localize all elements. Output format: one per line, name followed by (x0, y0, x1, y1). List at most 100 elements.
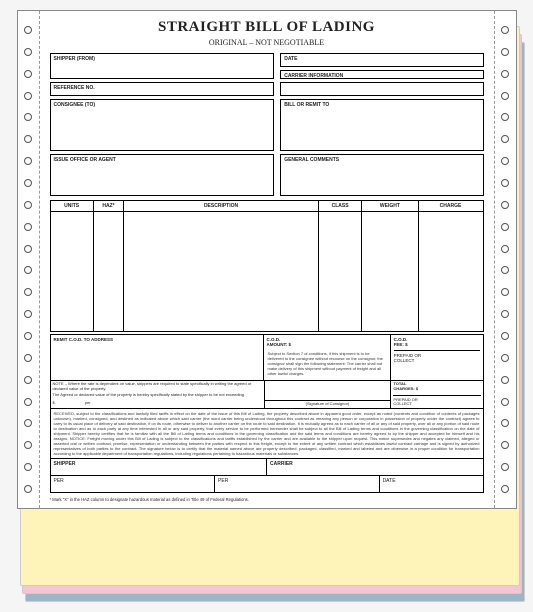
tractor-hole (24, 26, 32, 34)
tractor-hole (501, 485, 509, 493)
general-comments-box: GENERAL COMMENTS (280, 154, 483, 196)
sig-carrier: CARRIER (267, 459, 483, 475)
tractor-hole (24, 266, 32, 274)
tractor-hole (24, 332, 32, 340)
tractor-hole (24, 485, 32, 493)
tractor-hole (24, 419, 32, 427)
tractor-hole (24, 92, 32, 100)
total-charges-label: TOTAL CHARGES: $ (393, 382, 480, 392)
received-text: RECEIVED, subject to the classifications… (50, 409, 484, 459)
cod-fee-cell: C.O.D. FEE: $ PREPAID OR COLLECT (391, 335, 483, 380)
col-weight: WEIGHT (362, 201, 418, 212)
tractor-hole (24, 135, 32, 143)
paper-stack: STRAIGHT BILL OF LADING ORIGINAL – NOT N… (17, 10, 517, 509)
tractor-hole (24, 179, 32, 187)
items-header-row: UNITS HAZ* DESCRIPTION CLASS WEIGHT CHAR… (50, 201, 483, 212)
tractor-hole (501, 419, 509, 427)
tractor-hole (501, 201, 509, 209)
form-page: STRAIGHT BILL OF LADING ORIGINAL – NOT N… (17, 10, 517, 509)
col-class: CLASS (318, 201, 361, 212)
tractor-hole (24, 157, 32, 165)
tractor-hole (24, 354, 32, 362)
tractor-strip-left (18, 11, 40, 508)
tractor-hole (24, 113, 32, 121)
tractor-hole (501, 26, 509, 34)
per-2: PER (215, 476, 380, 492)
note-line: NOTE – Where the rate is dependent on va… (53, 382, 262, 392)
tractor-hole (501, 398, 509, 406)
general-comments-label: GENERAL COMMENTS (284, 157, 479, 163)
remit-cod-cell: REMIT C.O.D. TO ADDRESS (51, 335, 264, 380)
reference-box: REFERENCE NO. (50, 82, 275, 96)
tractor-hole (24, 245, 32, 253)
issue-office-box: ISSUE OFFICE OR AGENT (50, 154, 275, 196)
consignee-box: CONSIGNEE (TO) (50, 99, 275, 151)
consignee-label: CONSIGNEE (TO) (54, 102, 271, 108)
tractor-hole (501, 48, 509, 56)
issue-office-label: ISSUE OFFICE OR AGENT (54, 157, 271, 163)
agreed-line: The Agreed or declared value of the prop… (53, 393, 262, 398)
haz-footnote: * Mark "X" in the HAZ column to designat… (50, 495, 484, 502)
sig-consignor: (Signature of Consignor) (265, 400, 391, 407)
items-table: UNITS HAZ* DESCRIPTION CLASS WEIGHT CHAR… (50, 200, 484, 332)
tractor-hole (24, 201, 32, 209)
tractor-hole (501, 223, 509, 231)
prepaid-collect-2: PREPAID OR COLLECT (393, 395, 480, 408)
date-label: DATE (284, 56, 479, 62)
col-description: DESCRIPTION (124, 201, 319, 212)
cell-charge (418, 212, 483, 332)
date-box: DATE (280, 53, 483, 67)
tractor-hole (24, 441, 32, 449)
tractor-hole (501, 92, 509, 100)
signature-row: SHIPPER CARRIER (50, 459, 484, 476)
tractor-hole (501, 441, 509, 449)
remit-cod-label: REMIT C.O.D. TO ADDRESS (54, 337, 260, 342)
items-body-row (50, 212, 483, 332)
tractor-hole (501, 157, 509, 165)
cod-amount-label: C.O.D. AMOUNT: $ (267, 337, 387, 347)
per-1: PER (51, 476, 216, 492)
tractor-hole (501, 376, 509, 384)
per-label: per (85, 401, 91, 406)
cod-fee-label: C.O.D. FEE: $ (394, 337, 480, 347)
cell-haz (93, 212, 123, 332)
cell-weight (362, 212, 418, 332)
carrier-ext-box (280, 82, 483, 96)
prepaid-collect-1: PREPAID OR COLLECT (394, 350, 480, 363)
tractor-strip-right (494, 11, 516, 508)
per-date: DATE (380, 476, 483, 492)
bill-remit-box: BILL OR REMIT TO (280, 99, 483, 151)
col-charge: CHARGE (418, 201, 483, 212)
tractor-hole (24, 223, 32, 231)
dollar-sign: $ (53, 401, 55, 406)
cell-units (50, 212, 93, 332)
reference-label: REFERENCE NO. (54, 85, 271, 91)
col-haz: HAZ* (93, 201, 123, 212)
note-row: NOTE – Where the rate is dependent on va… (50, 381, 484, 409)
tractor-hole (24, 463, 32, 471)
per-row: PER PER DATE (50, 476, 484, 493)
cod-amount-cell: C.O.D. AMOUNT: $ Subject to Section 7 of… (264, 335, 391, 380)
tractor-hole (24, 398, 32, 406)
sig-shipper: SHIPPER (51, 459, 268, 475)
tractor-hole (501, 135, 509, 143)
tractor-hole (24, 48, 32, 56)
carrier-box: CARRIER INFORMATION (280, 70, 483, 79)
tractor-hole (501, 245, 509, 253)
cell-description (124, 212, 319, 332)
tractor-hole (501, 354, 509, 362)
shipper-box: SHIPPER (FROM) (50, 53, 275, 79)
col-units: UNITS (50, 201, 93, 212)
cod-row: REMIT C.O.D. TO ADDRESS C.O.D. AMOUNT: $… (50, 334, 484, 381)
form-subtitle: ORIGINAL – NOT NEGOTIABLE (50, 38, 484, 47)
tractor-hole (501, 310, 509, 318)
tractor-hole (501, 463, 509, 471)
form-title: STRAIGHT BILL OF LADING (50, 19, 484, 36)
tractor-hole (501, 70, 509, 78)
form-body: STRAIGHT BILL OF LADING ORIGINAL – NOT N… (40, 11, 494, 508)
tractor-hole (24, 376, 32, 384)
tractor-hole (24, 70, 32, 78)
tractor-hole (501, 266, 509, 274)
carrier-label: CARRIER INFORMATION (284, 73, 479, 79)
shipper-label: SHIPPER (FROM) (54, 56, 271, 62)
